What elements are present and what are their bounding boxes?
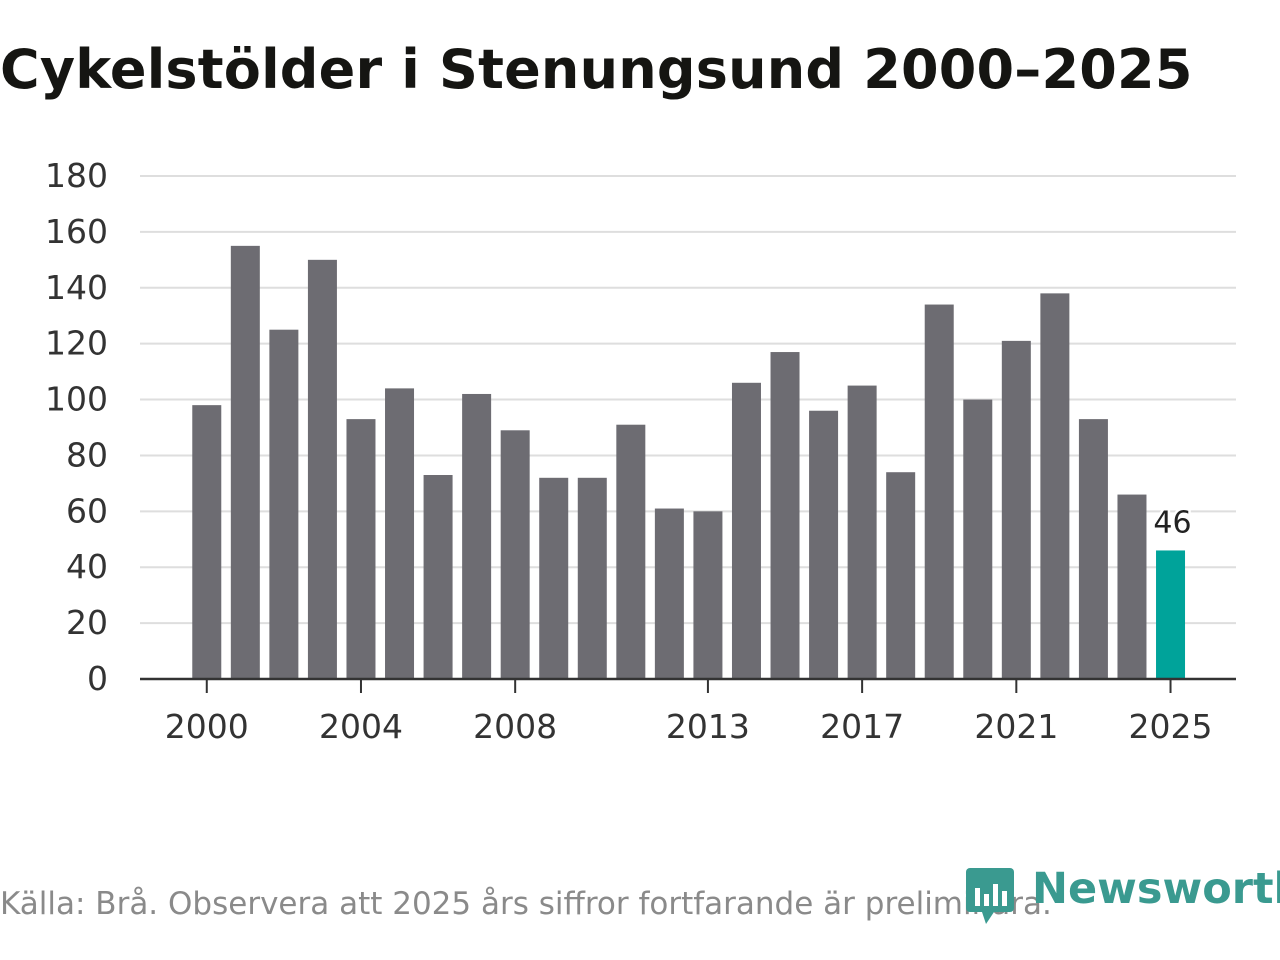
bar-2024 bbox=[1117, 494, 1147, 679]
source-note: Källa: Brå. Observera att 2025 års siffr… bbox=[0, 886, 1052, 922]
bar-2022 bbox=[1040, 293, 1070, 679]
y-tick-label: 0 bbox=[87, 659, 108, 698]
bar-2001 bbox=[230, 245, 260, 679]
bar-2017 bbox=[847, 385, 877, 679]
newsworthy-logo-icon bbox=[966, 868, 1014, 924]
x-tick-label: 2017 bbox=[820, 707, 904, 746]
x-tick-label: 2025 bbox=[1129, 707, 1213, 746]
bar-chart: 0 20 40 60 80 100 120 140 160 180 46 2000 2004 2008 20… bbox=[45, 156, 1236, 746]
bar-2025 bbox=[1156, 550, 1186, 679]
bar-2010 bbox=[577, 477, 607, 679]
bar-2012 bbox=[654, 508, 684, 679]
bar-2018 bbox=[886, 472, 916, 679]
y-tick-label: 80 bbox=[66, 435, 108, 474]
bar-2019 bbox=[924, 304, 954, 679]
chart-title: Cykelstölder i Stenungsund 2000–2025 bbox=[0, 38, 1193, 101]
y-tick-label: 20 bbox=[66, 603, 108, 642]
logo-wordmark: Newsworthy bbox=[1032, 864, 1280, 914]
x-tick-label: 2021 bbox=[974, 707, 1058, 746]
bar-2016 bbox=[809, 410, 839, 679]
y-tick-label: 60 bbox=[66, 491, 108, 530]
x-tick-label: 2000 bbox=[165, 707, 249, 746]
y-tick-label: 40 bbox=[66, 547, 108, 586]
bar-2020 bbox=[963, 399, 993, 679]
y-tick-label: 120 bbox=[45, 324, 108, 363]
x-tick-label: 2008 bbox=[473, 707, 557, 746]
bar-2000 bbox=[192, 405, 222, 679]
y-tick-label: 180 bbox=[45, 156, 108, 195]
bar-2005 bbox=[385, 388, 415, 679]
bar-2008 bbox=[500, 430, 530, 679]
bar-2023 bbox=[1078, 419, 1108, 679]
bar-2006 bbox=[423, 475, 453, 679]
bar-2013 bbox=[693, 511, 723, 679]
bar-2021 bbox=[1001, 340, 1031, 679]
y-tick-label: 160 bbox=[45, 212, 108, 251]
data-label-2025: 46 bbox=[1153, 505, 1191, 540]
bar-2011 bbox=[616, 424, 646, 679]
bar-2015 bbox=[770, 352, 800, 679]
bar-2004 bbox=[346, 419, 376, 679]
y-tick-label: 100 bbox=[45, 380, 108, 419]
newsworthy-logo: Newsworthy bbox=[962, 862, 1280, 928]
x-tick-label: 2004 bbox=[319, 707, 403, 746]
bar-2014 bbox=[731, 382, 761, 679]
bar-2003 bbox=[307, 259, 337, 679]
bar-2002 bbox=[269, 329, 299, 679]
x-tick-label: 2013 bbox=[666, 707, 750, 746]
bar-2009 bbox=[539, 477, 569, 679]
y-tick-label: 140 bbox=[45, 268, 108, 307]
bar-2007 bbox=[462, 393, 492, 679]
